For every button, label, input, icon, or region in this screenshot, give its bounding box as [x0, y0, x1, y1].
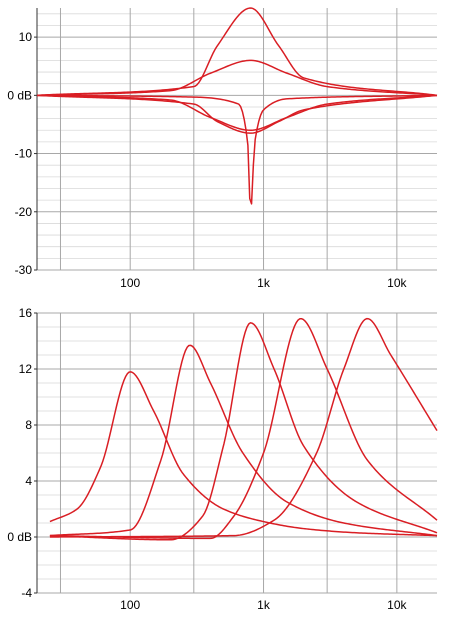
- x-tick-label: 100: [120, 276, 140, 290]
- chart-panel-1: 10 0 dB -10 -20 -30 100 1k 10k: [7, 7, 438, 290]
- series-line-2: [49, 344, 438, 537]
- series-line-2: [36, 59, 438, 97]
- y-tick-label: -10: [15, 147, 33, 161]
- series-line-4: [36, 94, 438, 134]
- series-line-5: [36, 94, 438, 205]
- series-line-1: [36, 7, 438, 97]
- y-tick-label: 0 dB: [7, 88, 32, 102]
- y-tick-label: 16: [19, 306, 33, 320]
- x-tick-label: 1k: [257, 276, 271, 290]
- x-tick-label: 1k: [257, 598, 271, 612]
- x-tick-label: 10k: [387, 276, 407, 290]
- x-tick-label: 100: [120, 598, 140, 612]
- chart-panel-2: 16 12 8 4 0 dB -4 100 1k 10k: [7, 306, 438, 612]
- y-tick-label: 10: [19, 30, 33, 44]
- y-tick-label: 8: [25, 418, 32, 432]
- y-tick-label: 0 dB: [7, 530, 32, 544]
- y-tick-label: -4: [21, 586, 32, 600]
- y-tick-label: 12: [19, 362, 33, 376]
- series-line-5: [49, 317, 438, 538]
- series-line-3: [49, 322, 438, 541]
- series-line-4: [49, 317, 438, 540]
- y-tick-label: 4: [25, 474, 32, 488]
- x-tick-label: 10k: [387, 598, 407, 612]
- series-line-1: [49, 371, 438, 537]
- series-line-3: [36, 94, 438, 132]
- y-tick-label: -30: [15, 263, 33, 277]
- y-tick-label: -20: [15, 205, 33, 219]
